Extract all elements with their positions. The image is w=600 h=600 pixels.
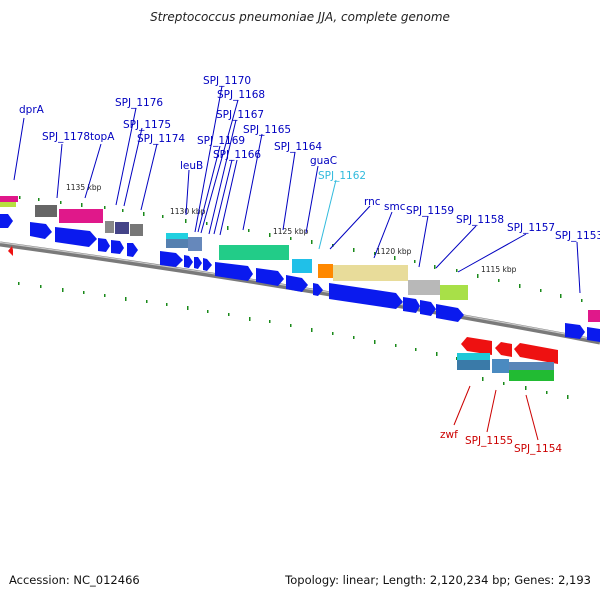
gene-label[interactable]: smc bbox=[384, 201, 406, 213]
gene-label[interactable]: SPJ_1154 bbox=[514, 443, 562, 455]
gene-label[interactable]: SPJ_1167 bbox=[216, 109, 264, 121]
gene-label[interactable]: SPJ_1178 bbox=[42, 131, 90, 143]
feature-block[interactable] bbox=[408, 280, 440, 295]
gene-label[interactable]: dprA bbox=[19, 104, 45, 116]
feature-block[interactable] bbox=[35, 205, 57, 217]
feature-block[interactable] bbox=[59, 209, 103, 223]
feature-block[interactable] bbox=[166, 239, 188, 248]
feature-block[interactable] bbox=[166, 233, 188, 239]
gene-arrow[interactable] bbox=[256, 268, 284, 286]
gene-label[interactable]: SPJ_1176 bbox=[115, 97, 163, 109]
feature-block[interactable] bbox=[292, 259, 312, 273]
feature-block[interactable] bbox=[457, 353, 490, 360]
gene-arrow[interactable] bbox=[436, 304, 464, 322]
accession-label: Accession: NC_012466 bbox=[9, 573, 140, 587]
label-leaders-red bbox=[453, 385, 539, 441]
upper-gene-arrows[interactable] bbox=[0, 214, 600, 342]
feature-block[interactable] bbox=[509, 362, 554, 370]
gene-label[interactable]: SPJ_1174 bbox=[137, 133, 185, 145]
gene-labels[interactable]: dprA SPJ_1178 topA SPJ_1176 SPJ_1175 SPJ… bbox=[19, 75, 600, 455]
feature-block[interactable] bbox=[115, 222, 129, 234]
scale-label: 1125 kbp bbox=[273, 227, 309, 236]
upper-feature-row-1[interactable] bbox=[0, 196, 600, 322]
gene-arrow[interactable] bbox=[587, 327, 600, 342]
gene-arrow-reverse[interactable] bbox=[514, 343, 558, 364]
gene-label[interactable]: SPJ_1164 bbox=[274, 141, 322, 153]
feature-block[interactable] bbox=[509, 370, 554, 381]
feature-block[interactable] bbox=[0, 202, 16, 207]
gene-arrow[interactable] bbox=[98, 238, 110, 252]
gene-label[interactable]: zwf bbox=[440, 429, 458, 441]
gene-arrow[interactable] bbox=[313, 283, 323, 296]
feature-block[interactable] bbox=[318, 264, 333, 278]
gene-label[interactable]: SPJ_1162 bbox=[318, 170, 366, 182]
gene-arrow-reverse[interactable] bbox=[461, 337, 492, 355]
feature-block[interactable] bbox=[457, 360, 490, 370]
gene-label[interactable]: SPJ_1175 bbox=[123, 119, 171, 131]
gene-label[interactable]: SPJ_1159 bbox=[406, 205, 454, 217]
gene-label[interactable]: SPJ_1155 bbox=[465, 435, 513, 447]
feature-block[interactable] bbox=[105, 221, 114, 233]
feature-block[interactable] bbox=[0, 196, 18, 202]
feature-block[interactable] bbox=[333, 265, 408, 281]
feature-block[interactable] bbox=[588, 310, 600, 322]
gene-arrow[interactable] bbox=[160, 251, 183, 267]
genome-summary: Topology: linear; Length: 2,120,234 bp; … bbox=[285, 573, 591, 587]
gene-arrow[interactable] bbox=[127, 243, 138, 257]
gene-label[interactable]: SPJ_1157 bbox=[507, 222, 555, 234]
gene-arrow[interactable] bbox=[565, 323, 585, 339]
gene-label[interactable]: SPJ_1153 bbox=[555, 230, 600, 242]
gene-arrow[interactable] bbox=[184, 255, 193, 268]
gene-label[interactable]: topA bbox=[90, 131, 115, 143]
gene-arrow[interactable] bbox=[111, 240, 124, 254]
gene-label[interactable]: SPJ_1165 bbox=[243, 124, 291, 136]
gene-arrow[interactable] bbox=[30, 222, 52, 239]
scale-label: 1120 kbp bbox=[376, 247, 412, 256]
gene-arrow-reverse[interactable] bbox=[495, 342, 512, 357]
gene-label[interactable]: leuB bbox=[180, 160, 203, 172]
lower-feature-row[interactable] bbox=[457, 337, 558, 381]
gene-arrow[interactable] bbox=[194, 257, 202, 269]
upper-tick-marks bbox=[19, 196, 583, 302]
origin-marker-icon bbox=[8, 246, 13, 256]
gene-label[interactable]: SPJ_1170 bbox=[203, 75, 251, 87]
gene-arrow[interactable] bbox=[215, 262, 253, 281]
feature-block[interactable] bbox=[492, 359, 509, 373]
gene-arrow[interactable] bbox=[420, 300, 436, 316]
lower-tick-marks bbox=[18, 282, 569, 399]
scale-label: 1130 kbp bbox=[170, 207, 206, 216]
label-leader-highlight bbox=[318, 179, 337, 250]
page-title: Streptococcus pneumoniae JJA, complete g… bbox=[150, 10, 450, 24]
feature-block[interactable] bbox=[188, 237, 202, 251]
gene-label[interactable]: guaC bbox=[310, 155, 337, 167]
feature-block[interactable] bbox=[440, 285, 468, 300]
gene-arrow[interactable] bbox=[286, 275, 308, 292]
label-leaders bbox=[13, 85, 581, 294]
feature-block[interactable] bbox=[130, 224, 143, 236]
gene-label[interactable]: SPJ_1166 bbox=[213, 149, 261, 161]
scale-label: 1135 kbp bbox=[66, 183, 102, 192]
feature-block[interactable] bbox=[219, 245, 289, 260]
genome-backbone bbox=[0, 241, 600, 345]
gene-label[interactable]: SPJ_1158 bbox=[456, 214, 504, 226]
gene-arrow[interactable] bbox=[329, 283, 403, 309]
gene-arrow[interactable] bbox=[403, 297, 420, 313]
gene-label[interactable]: SPJ_1168 bbox=[217, 89, 265, 101]
gene-label[interactable]: SPJ_1169 bbox=[197, 135, 245, 147]
gene-arrow[interactable] bbox=[55, 227, 97, 247]
scale-label: 1115 kbp bbox=[481, 265, 517, 274]
gene-arrow[interactable] bbox=[203, 258, 212, 271]
gene-label[interactable]: rnc bbox=[364, 196, 381, 208]
gene-arrow[interactable] bbox=[0, 214, 13, 228]
